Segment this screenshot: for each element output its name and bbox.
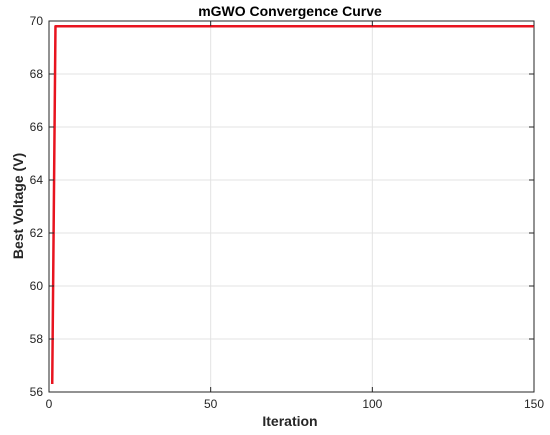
plot-area: 0 50 100 150 56 58 60 62 64 66 68 70 xyxy=(30,14,545,411)
y-axis-ticks: 56 58 60 62 64 66 68 70 xyxy=(30,14,534,399)
y-tick-label: 66 xyxy=(30,120,44,134)
y-tick-label: 68 xyxy=(30,67,44,81)
x-tick-label: 0 xyxy=(46,397,53,411)
y-tick-label: 56 xyxy=(30,385,44,399)
series-group xyxy=(50,25,534,385)
x-tick-label: 100 xyxy=(362,397,382,411)
y-tick-label: 64 xyxy=(30,173,44,187)
y-tick-label: 70 xyxy=(30,14,44,28)
x-axis-ticks: 0 50 100 150 xyxy=(46,21,544,411)
y-tick-label: 62 xyxy=(30,226,44,240)
grid-lines xyxy=(49,21,534,392)
plot-background xyxy=(49,21,534,392)
x-axis-label: Iteration xyxy=(262,413,317,429)
x-tick-label: 150 xyxy=(524,397,544,411)
chart-title: mGWO Convergence Curve xyxy=(198,3,382,19)
y-tick-label: 58 xyxy=(30,332,44,346)
y-axis-label: Best Voltage (V) xyxy=(10,153,26,259)
x-tick-label: 50 xyxy=(204,397,218,411)
y-tick-label: 60 xyxy=(30,279,44,293)
convergence-line xyxy=(50,25,534,385)
plot-frame xyxy=(48,20,535,393)
